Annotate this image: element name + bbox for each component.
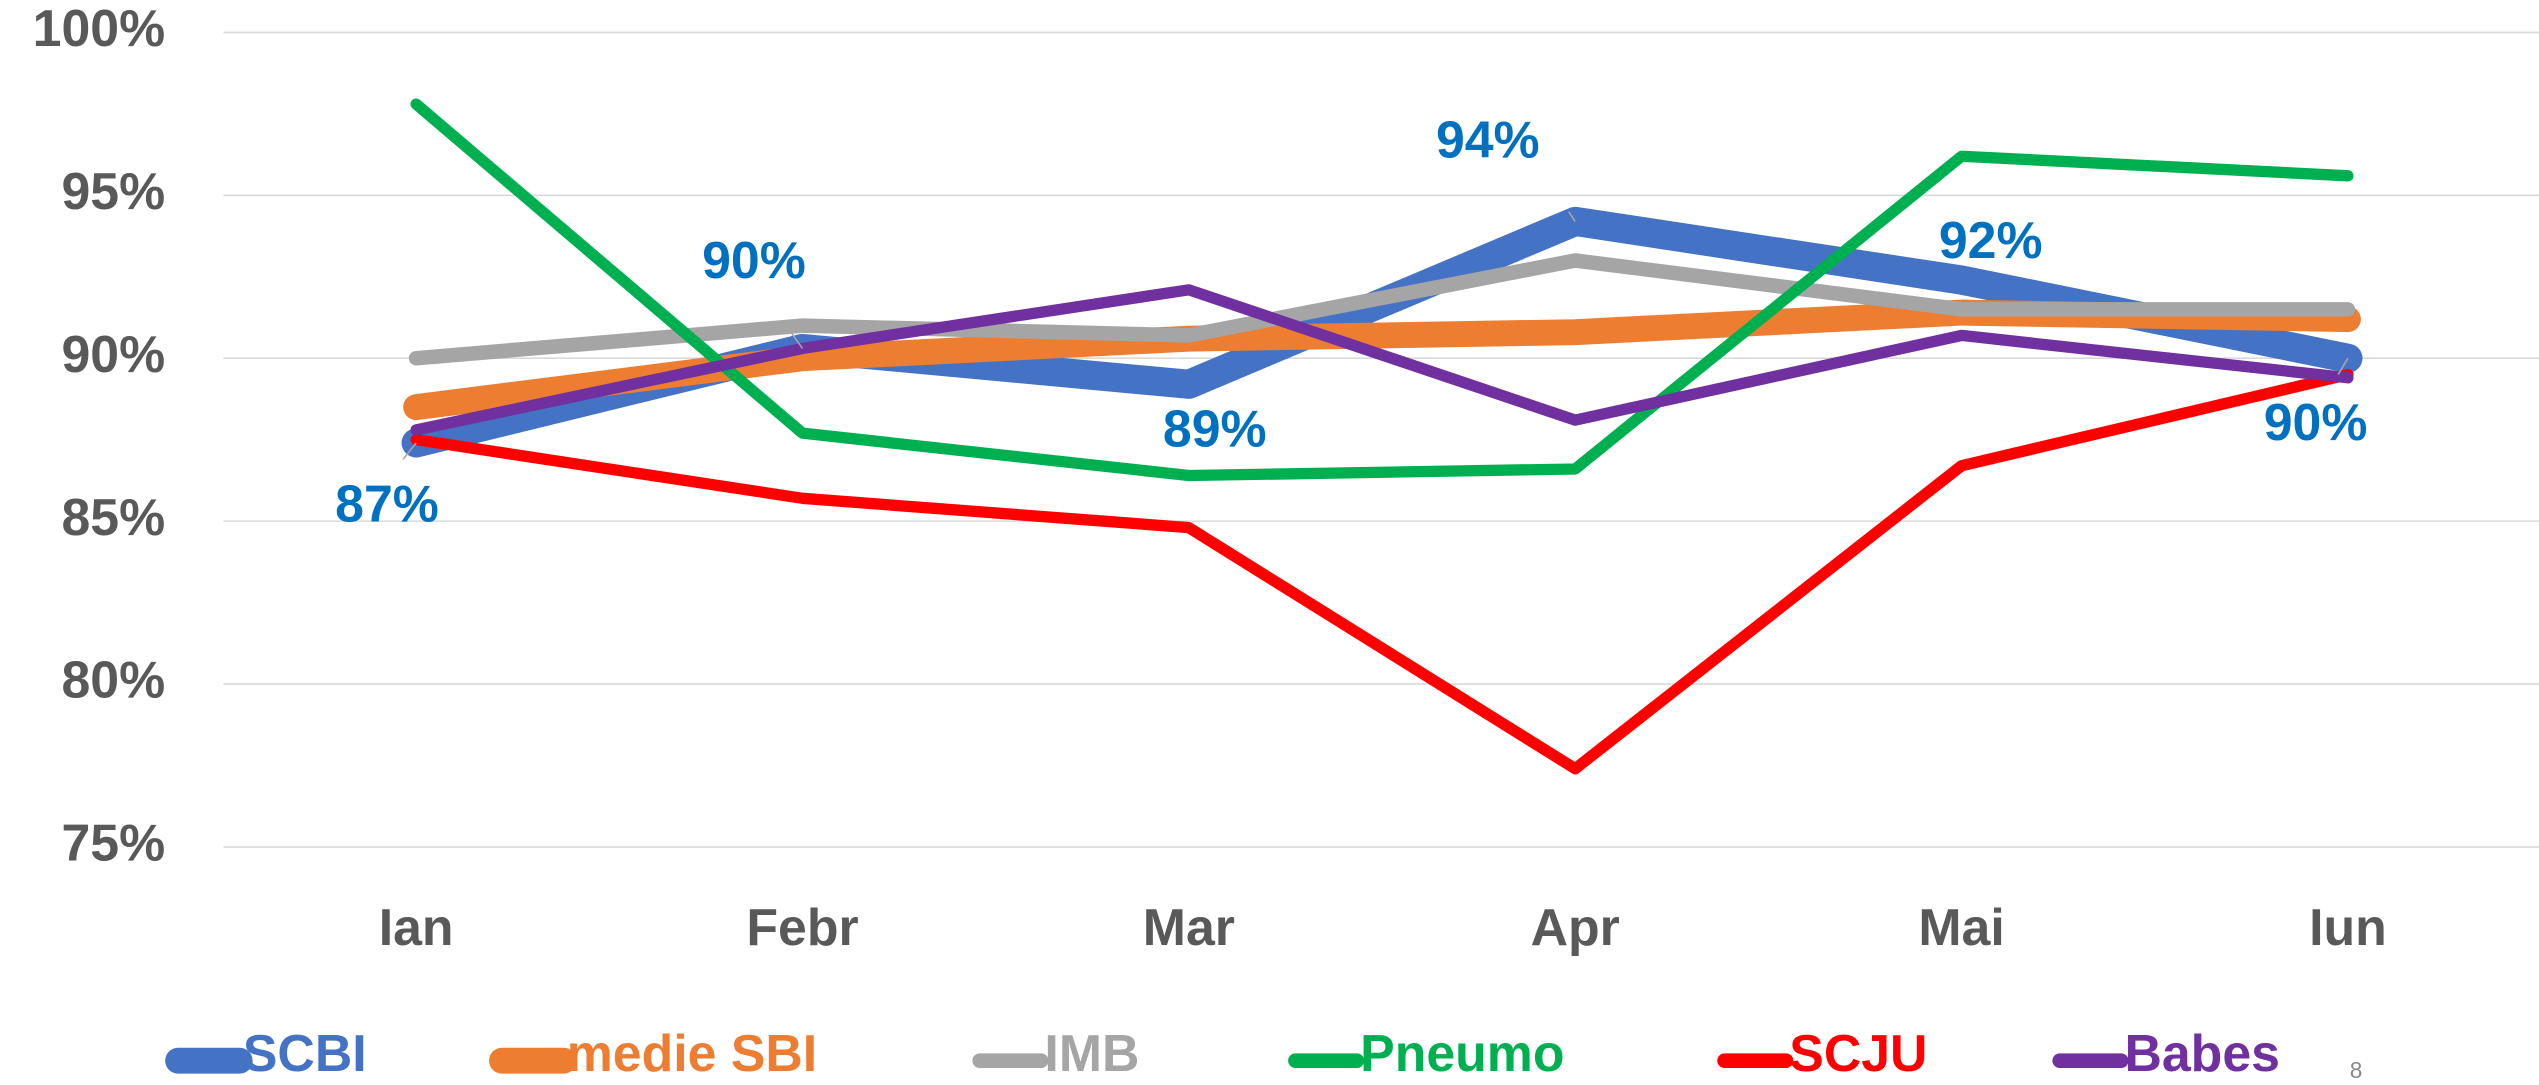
y-tick-label: 75% xyxy=(61,814,165,872)
y-tick-label: 90% xyxy=(61,325,165,383)
y-tick-label: 95% xyxy=(61,162,165,220)
leader-line xyxy=(402,442,417,460)
data-label: 92% xyxy=(1939,211,2043,269)
data-label: 94% xyxy=(1436,110,1540,168)
x-tick-label: Ian xyxy=(379,898,454,956)
leader-line xyxy=(785,325,804,349)
y-tick-label: 85% xyxy=(61,488,165,546)
data-label: 90% xyxy=(2264,393,2368,451)
legend-label: SCBI xyxy=(243,1024,367,1082)
data-label: 87% xyxy=(335,474,439,532)
page-number: 8 xyxy=(2350,1057,2363,1083)
legend-label: medie SBI xyxy=(567,1024,817,1082)
x-tick-label: Mai xyxy=(1918,898,2004,956)
y-tick-label: 80% xyxy=(61,651,165,709)
series-line xyxy=(410,284,2354,436)
x-tick-label: Iun xyxy=(2309,898,2387,956)
legend-label: Babes xyxy=(2124,1024,2279,1082)
series-line xyxy=(410,368,2354,775)
leader-line xyxy=(1568,211,1576,222)
data-label: 89% xyxy=(1163,400,1267,458)
y-tick-label: 100% xyxy=(33,0,165,57)
legend-label: Pneumo xyxy=(1360,1024,1564,1082)
leader-line xyxy=(2337,357,2349,375)
data-label: 90% xyxy=(702,231,806,289)
x-tick-label: Apr xyxy=(1531,898,1620,956)
series-line xyxy=(410,98,2354,482)
legend-label: IMB xyxy=(1044,1024,1139,1082)
x-tick-label: Mar xyxy=(1143,898,1235,956)
series-line xyxy=(408,253,2356,366)
legend-label: SCJU xyxy=(1789,1024,1927,1082)
x-tick-label: Febr xyxy=(746,898,858,956)
